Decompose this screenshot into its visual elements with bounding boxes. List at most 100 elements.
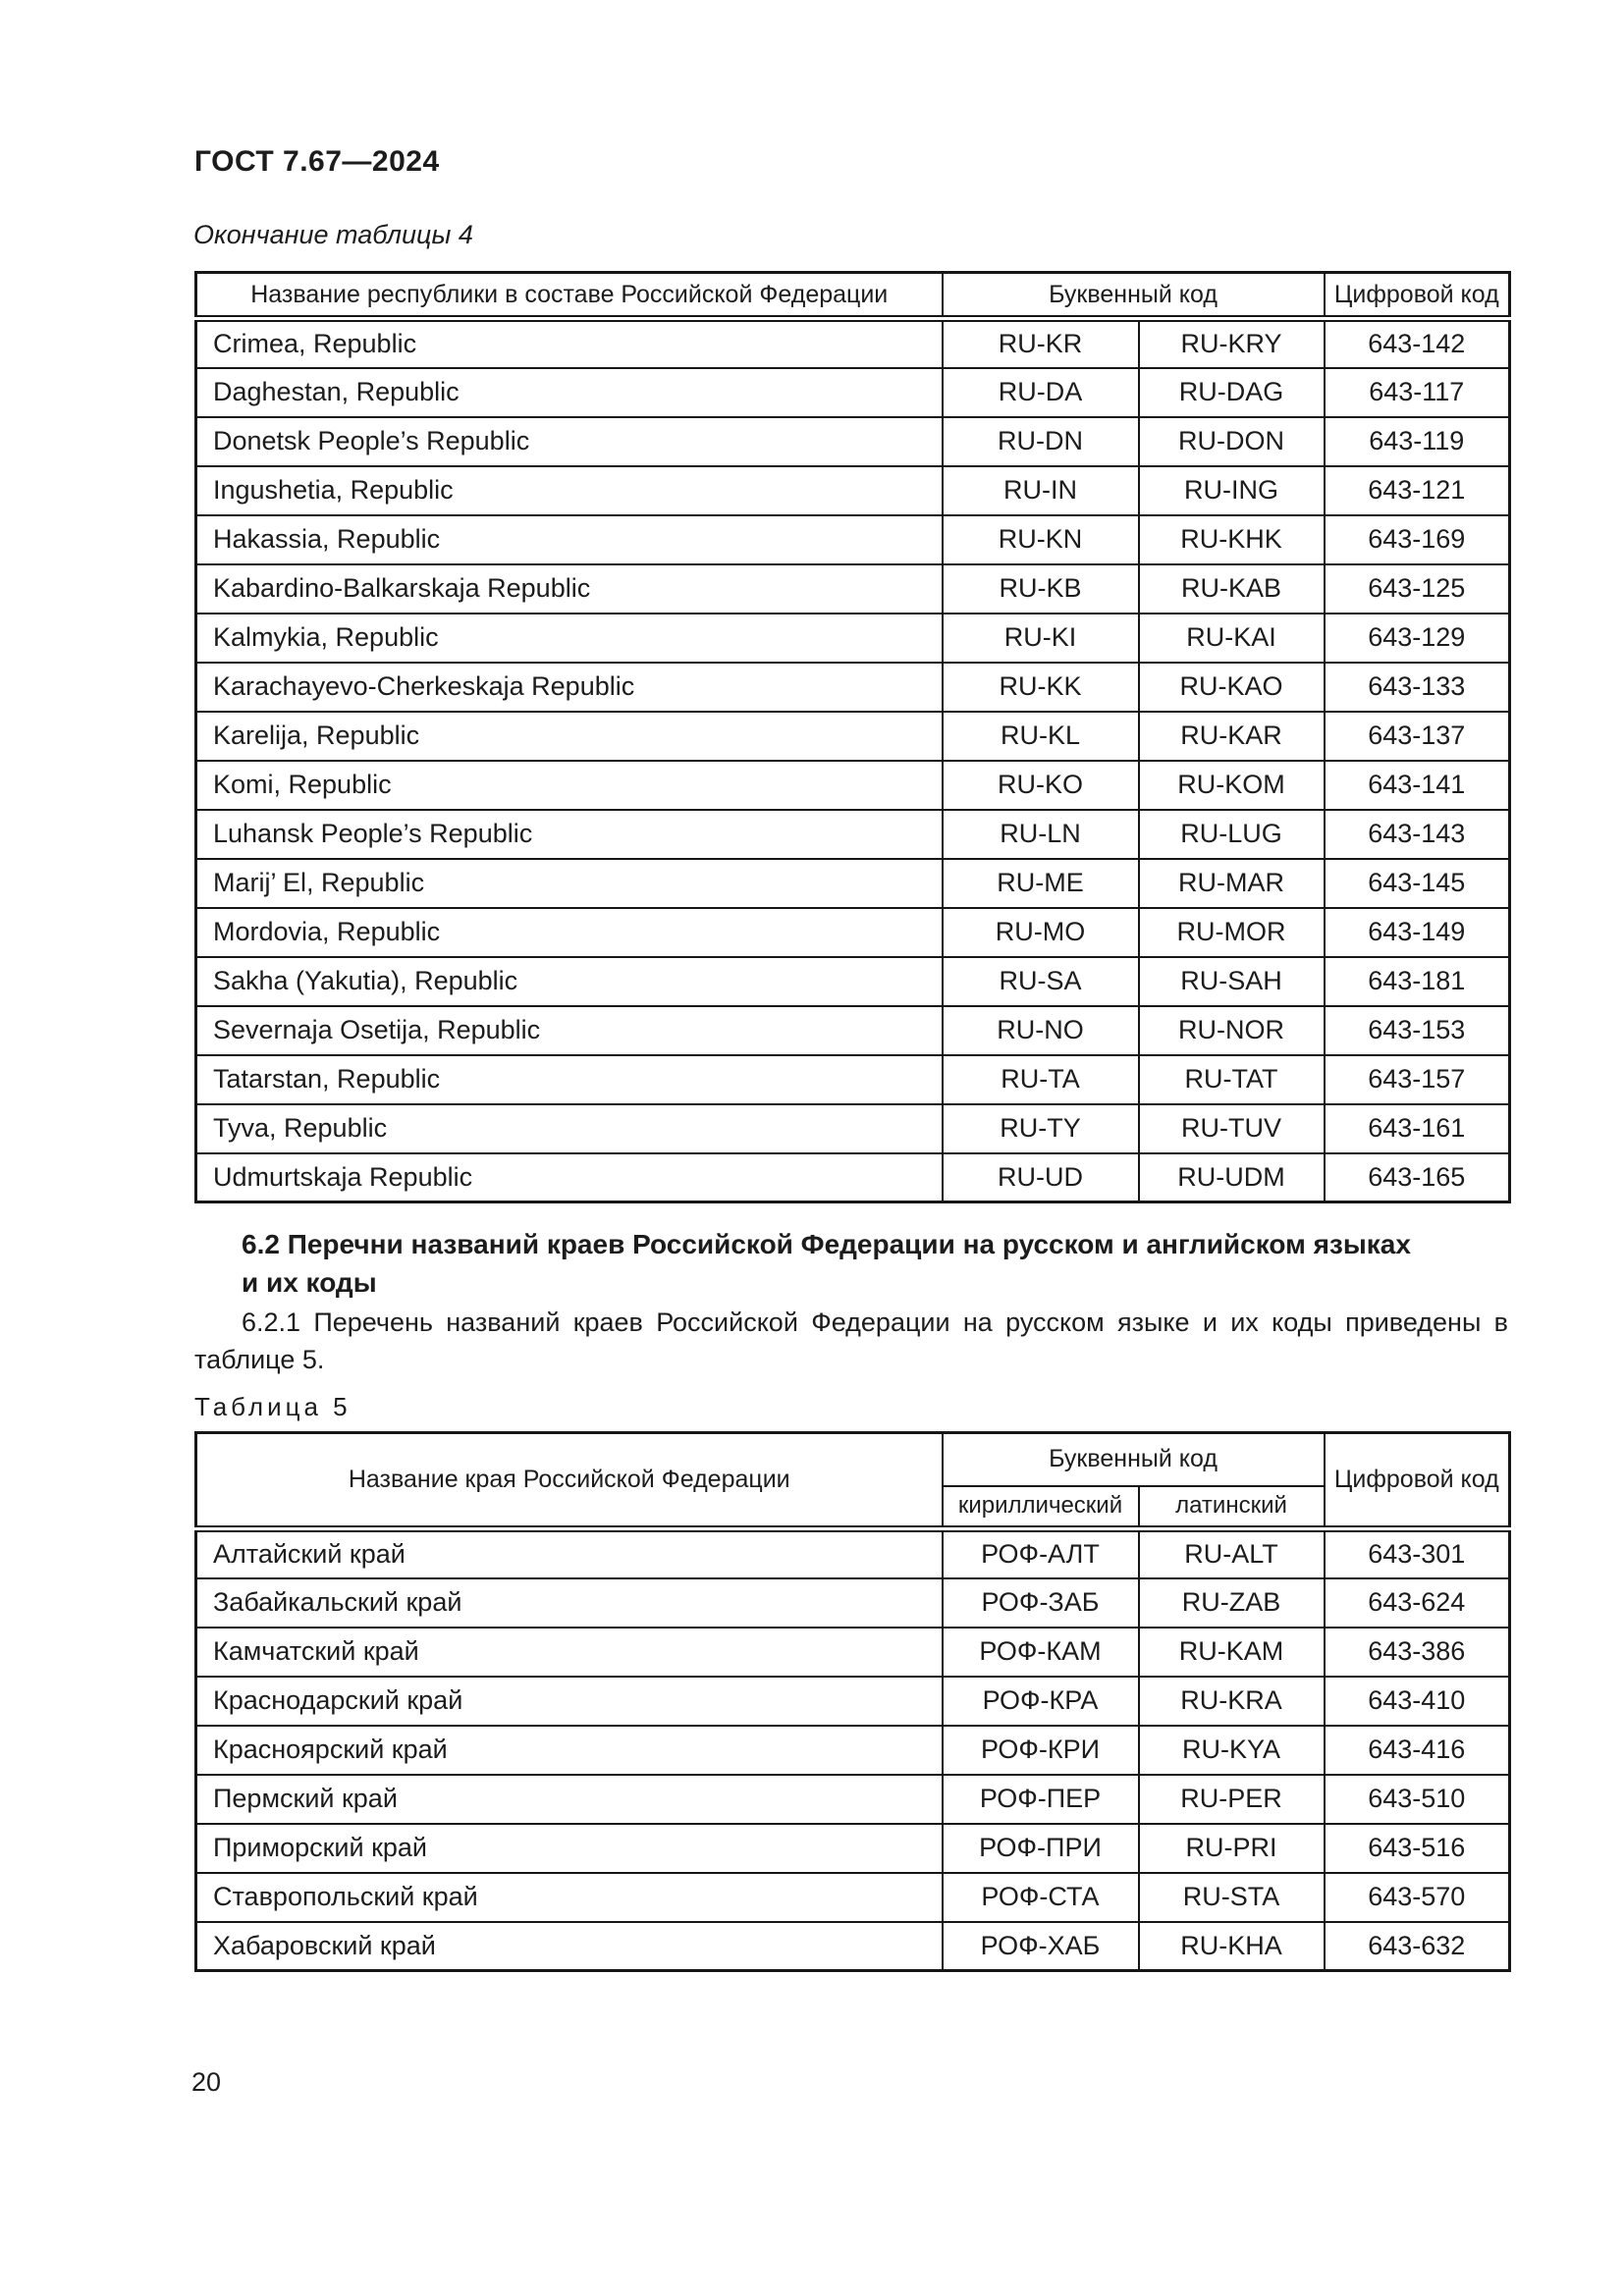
code-cell: РОФ-ЗАБ: [941, 1576, 1140, 1629]
code-cell: 643-137: [1323, 710, 1511, 762]
section-6-2-heading: 6.2 Перечни названий краев Российской Фе…: [242, 1225, 1518, 1302]
code-cell: RU-KO: [941, 759, 1140, 811]
code-cell: RU-DA: [941, 366, 1140, 418]
table-row: Ставропольский край РОФ-СТА RU-STA 643-570: [194, 1871, 1511, 1923]
region-name-cell: Donetsk People’s Republic: [194, 415, 944, 467]
code-cell: 643-121: [1323, 464, 1511, 516]
table-row: Kalmykia, Republic RU-KI RU-KAI 643-129: [194, 612, 1511, 664]
code-cell: RU-MO: [941, 906, 1140, 958]
code-cell: РОФ-СТА: [941, 1871, 1140, 1923]
region-name-cell: Tatarstan, Republic: [194, 1053, 944, 1105]
table-row: Luhansk People’s Republic RU-LN RU-LUG 643-…: [194, 808, 1511, 860]
code-cell: 643-141: [1323, 759, 1511, 811]
region-name-cell: Kabardino-Balkarskaja Republic: [194, 562, 944, 614]
code-cell: RU-KRA: [1137, 1675, 1326, 1727]
region-name-cell: Краснодарский край: [194, 1675, 944, 1727]
region-name-cell: Karelija, Republic: [194, 710, 944, 762]
code-cell: RU-KYA: [1137, 1724, 1326, 1776]
region-name-cell: Marij’ El, Republic: [194, 857, 944, 909]
table-row: Hakassia, Republic RU-KN RU-KHK 643-169: [194, 513, 1511, 565]
table-row: Tatarstan, Republic RU-TA RU-TAT 643-157: [194, 1053, 1511, 1105]
table-5-col-digital-code-header: Цифровой код: [1323, 1431, 1511, 1532]
section-6-2-heading-line1: 6.2 Перечни названий краев Российской Фе…: [242, 1229, 1411, 1259]
table-row: Камчатский край РОФ-КАМ RU-KAM 643-386: [194, 1626, 1511, 1678]
code-cell: 643-632: [1323, 1920, 1511, 1972]
table-5-col-latin-header: латинский: [1137, 1484, 1326, 1532]
code-cell: RU-KAM: [1137, 1626, 1326, 1678]
code-cell: RU-STA: [1137, 1871, 1326, 1923]
code-cell: 643-181: [1323, 955, 1511, 1007]
region-name-cell: Ставропольский край: [194, 1871, 944, 1923]
table-5-krays: Название края Российской Федерации Букве…: [194, 1431, 1512, 1972]
table-4-continuation-caption: Окончание таблицы 4: [193, 220, 473, 249]
region-name-cell: Алтайский край: [194, 1527, 944, 1579]
table-5-header-row-sub: кириллический латинский: [196, 1484, 1510, 1532]
code-cell: RU-KI: [941, 612, 1140, 664]
table-row: Donetsk People’s Republic RU-DN RU-DON 643-…: [194, 415, 1511, 467]
code-cell: RU-KHA: [1137, 1920, 1326, 1972]
region-name-cell: Crimea, Republic: [194, 317, 944, 369]
table-4-republics: Название республики в составе Российской…: [194, 271, 1512, 1203]
table-row: Severnaja Osetija, Republic RU-NO RU-NOR 64…: [194, 1004, 1511, 1056]
code-cell: RU-MAR: [1137, 857, 1326, 909]
table-4-col-letter-code-header: Буквенный код: [941, 271, 1326, 322]
code-cell: 643-119: [1323, 415, 1511, 467]
code-cell: РОФ-ПЕР: [941, 1773, 1140, 1825]
code-cell: 643-157: [1323, 1053, 1511, 1105]
code-cell: РОФ-КРИ: [941, 1724, 1140, 1776]
table-row: Хабаровский край РОФ-ХАБ RU-KHA 643-632: [194, 1920, 1511, 1972]
code-cell: RU-PRI: [1137, 1822, 1326, 1874]
region-name-cell: Хабаровский край: [194, 1920, 944, 1972]
region-name-cell: Забайкальский край: [194, 1576, 944, 1629]
table-5-label: Таблица 5: [194, 1392, 352, 1421]
code-cell: 643-624: [1323, 1576, 1511, 1629]
document-code-header: ГОСТ 7.67—2024: [194, 145, 440, 178]
table-row: Karachayevo-Cherkeskaja Republic RU-KK RU-…: [194, 661, 1511, 713]
code-cell: RU-KAI: [1137, 612, 1326, 664]
code-cell: 643-169: [1323, 513, 1511, 565]
code-cell: RU-KAO: [1137, 661, 1326, 713]
code-cell: 643-142: [1323, 317, 1511, 369]
code-cell: 643-143: [1323, 808, 1511, 860]
region-name-cell: Красноярский край: [194, 1724, 944, 1776]
page-number: 20: [191, 2067, 222, 2097]
code-cell: RU-TA: [941, 1053, 1140, 1105]
code-cell: 643-161: [1323, 1102, 1511, 1154]
table-row: Ingushetia, Republic RU-IN RU-ING 643-121: [194, 464, 1511, 516]
code-cell: RU-DN: [941, 415, 1140, 467]
table-row: Краснодарский край РОФ-КРА RU-KRA 643-410: [194, 1675, 1511, 1727]
region-name-cell: Ingushetia, Republic: [194, 464, 944, 516]
code-cell: RU-KL: [941, 710, 1140, 762]
code-cell: РОФ-КАМ: [941, 1626, 1140, 1678]
code-cell: RU-PER: [1137, 1773, 1326, 1825]
region-name-cell: Пермский край: [194, 1773, 944, 1825]
code-cell: RU-ING: [1137, 464, 1326, 516]
code-cell: 643-129: [1323, 612, 1511, 664]
region-name-cell: Severnaja Osetija, Republic: [194, 1004, 944, 1056]
code-cell: RU-ALT: [1137, 1527, 1326, 1579]
code-cell: RU-SA: [941, 955, 1140, 1007]
table-row: Udmurtskaja Republic RU-UD RU-UDM 643-165: [194, 1151, 1511, 1203]
region-name-cell: Приморский край: [194, 1822, 944, 1874]
code-cell: 643-153: [1323, 1004, 1511, 1056]
region-name-cell: Tyva, Republic: [194, 1102, 944, 1154]
table-row: Приморский край РОФ-ПРИ RU-PRI 643-516: [194, 1822, 1511, 1874]
region-name-cell: Kalmykia, Republic: [194, 612, 944, 664]
code-cell: RU-KAR: [1137, 710, 1326, 762]
code-cell: RU-IN: [941, 464, 1140, 516]
code-cell: RU-KHK: [1137, 513, 1326, 565]
code-cell: 643-125: [1323, 562, 1511, 614]
region-name-cell: Hakassia, Republic: [194, 513, 944, 565]
region-name-cell: Камчатский край: [194, 1626, 944, 1678]
code-cell: RU-UDM: [1137, 1151, 1326, 1203]
code-cell: RU-SAH: [1137, 955, 1326, 1007]
code-cell: 643-149: [1323, 906, 1511, 958]
code-cell: RU-TUV: [1137, 1102, 1326, 1154]
table-row: Sakha (Yakutia), Republic RU-SA RU-SAH 643-…: [194, 955, 1511, 1007]
table-5-col-cyrillic-header: кириллический: [941, 1484, 1140, 1532]
region-name-cell: Udmurtskaja Republic: [194, 1151, 944, 1203]
table-row: Tyva, Republic RU-TY RU-TUV 643-161: [194, 1102, 1511, 1154]
code-cell: RU-NOR: [1137, 1004, 1326, 1056]
code-cell: 643-410: [1323, 1675, 1511, 1727]
